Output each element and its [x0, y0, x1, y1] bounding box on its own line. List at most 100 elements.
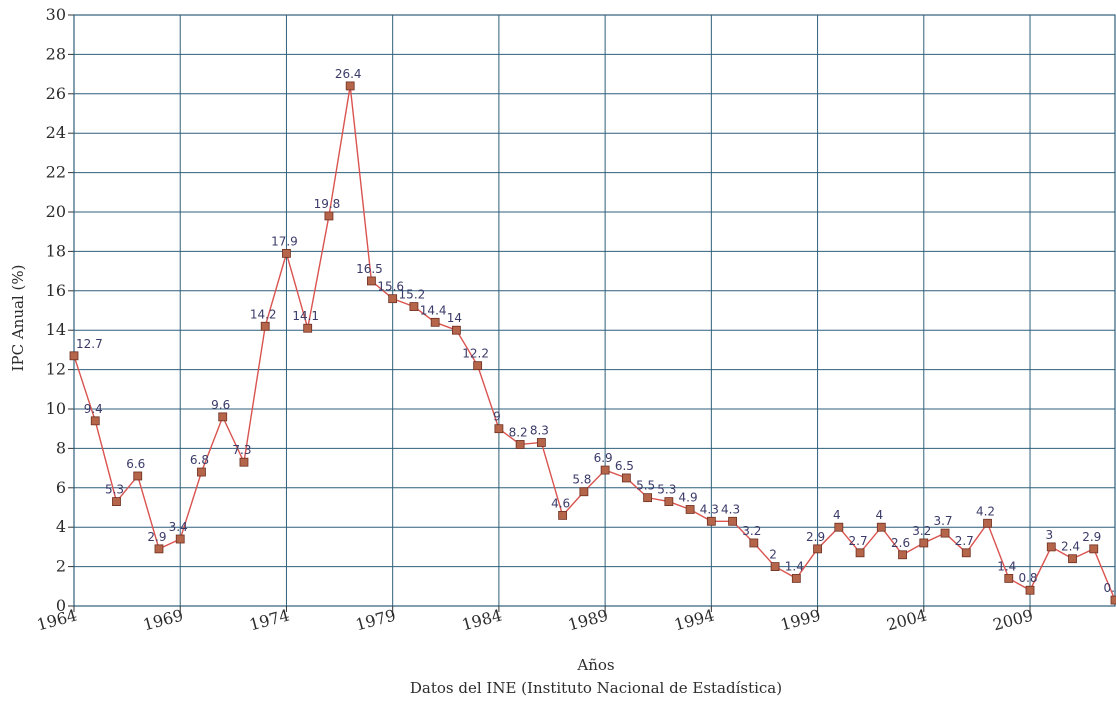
- data-label: 15.2: [399, 288, 426, 302]
- data-point: [685, 505, 695, 514]
- data-label: 3.7: [933, 514, 952, 528]
- data-label: 4.3: [700, 502, 719, 516]
- data-point: [133, 471, 143, 481]
- y-tick-label: 16: [46, 281, 66, 300]
- data-point: [770, 562, 780, 571]
- data-label: 5.8: [572, 473, 591, 487]
- data-label: 16.5: [356, 262, 383, 276]
- y-axis-title: IPC Anual (%): [9, 265, 27, 372]
- data-point: [1110, 595, 1116, 605]
- data-label: 2.9: [806, 530, 825, 544]
- data-label: 5.5: [636, 479, 655, 493]
- data-label: 9.4: [84, 402, 103, 416]
- data-point: [367, 276, 376, 286]
- x-tick-label: 1989: [566, 606, 610, 635]
- x-tick-label: 1979: [353, 606, 397, 635]
- y-tick-label: 10: [46, 399, 66, 418]
- source-note: Datos del INE (Instituto Nacional de Est…: [410, 679, 782, 697]
- data-label: 9.6: [211, 398, 230, 412]
- data-point: [621, 473, 631, 483]
- y-tick-label: 18: [46, 241, 66, 260]
- data-label: 0.3: [1103, 581, 1116, 595]
- data-point: [324, 211, 334, 221]
- data-point: [197, 467, 206, 477]
- data-point: [1068, 554, 1077, 564]
- data-label: 19.8: [314, 197, 341, 211]
- data-label: 14.1: [292, 309, 319, 323]
- data-label: 8.3: [530, 423, 549, 437]
- data-label: 7.3: [232, 443, 251, 457]
- data-point: [855, 548, 865, 558]
- data-point: [430, 317, 440, 327]
- x-tick-label: 1984: [460, 606, 504, 635]
- data-label: 2.9: [147, 530, 166, 544]
- data-label: 5.3: [105, 483, 124, 497]
- data-point: [69, 351, 79, 361]
- data-point: [388, 294, 398, 304]
- data-label: 6.5: [615, 459, 634, 473]
- data-label: 3.4: [169, 520, 188, 534]
- data-label: 2.6: [891, 536, 910, 550]
- x-axis-title: Años: [576, 656, 614, 674]
- y-tick-label: 8: [56, 438, 66, 457]
- data-point: [664, 497, 674, 506]
- data-point: [90, 416, 100, 426]
- y-tick-label: 30: [46, 5, 66, 24]
- data-point: [876, 522, 886, 532]
- data-label: 14.4: [420, 303, 447, 317]
- data-point: [494, 424, 504, 434]
- y-tick-label: 6: [56, 478, 66, 497]
- data-point: [282, 248, 291, 258]
- data-point: [898, 550, 907, 560]
- data-point: [813, 544, 822, 554]
- data-label: 26.4: [335, 67, 362, 81]
- y-tick-label: 2: [56, 557, 66, 576]
- x-tick-label: 1974: [247, 606, 291, 635]
- data-label: 3.2: [742, 524, 761, 538]
- data-label: 2.4: [1061, 540, 1080, 554]
- x-tick-label: 1994: [672, 606, 716, 635]
- plot-frame: [73, 14, 1116, 607]
- data-label: 3.2: [912, 524, 931, 538]
- data-label: 2.9: [1082, 530, 1101, 544]
- data-label: 9: [493, 410, 501, 424]
- data-point: [940, 528, 950, 538]
- data-label: 14.2: [250, 307, 277, 321]
- x-tick-label: 1999: [778, 606, 822, 635]
- data-point: [175, 534, 185, 544]
- y-tick-label: 12: [46, 360, 66, 379]
- data-point: [1004, 574, 1014, 583]
- data-labels: 12.79.45.36.62.93.46.89.67.314.217.914.1…: [76, 67, 1116, 595]
- data-point: [536, 438, 546, 447]
- series-ipc: [69, 81, 1116, 605]
- data-label: 1.4: [997, 559, 1016, 573]
- x-tick-label: 1969: [141, 606, 185, 635]
- data-point: [239, 457, 249, 467]
- data-point: [791, 574, 801, 583]
- data-label: 12.7: [76, 337, 103, 351]
- data-label: 14: [447, 311, 462, 325]
- data-label: 8.2: [509, 425, 528, 439]
- data-label: 4.3: [721, 502, 740, 516]
- data-label: 1.4: [785, 559, 804, 573]
- grid: [68, 14, 1116, 612]
- series-line: [73, 85, 1116, 601]
- data-point: [643, 493, 653, 503]
- data-label: 4.2: [976, 504, 995, 518]
- data-label: 2.7: [955, 534, 974, 548]
- data-point: [961, 548, 971, 558]
- data-label: 6.6: [126, 457, 145, 471]
- data-label: 4: [833, 508, 841, 522]
- data-label: 2: [769, 548, 777, 562]
- data-label: 4.9: [679, 490, 698, 504]
- data-point: [600, 465, 610, 475]
- x-tick-label: 2004: [885, 606, 929, 635]
- y-tick-label: 4: [56, 517, 66, 536]
- data-point: [515, 440, 525, 449]
- data-point: [749, 538, 759, 548]
- data-point: [834, 522, 844, 532]
- data-point: [1046, 542, 1056, 552]
- data-point: [303, 323, 313, 333]
